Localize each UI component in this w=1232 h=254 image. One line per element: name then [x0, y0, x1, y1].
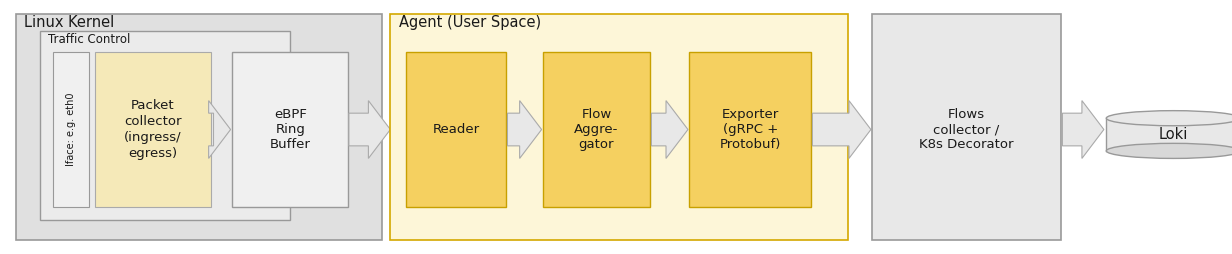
Bar: [41, 31, 291, 220]
Bar: [1106, 118, 1232, 151]
Polygon shape: [812, 101, 871, 158]
Bar: [95, 52, 211, 208]
Bar: [543, 52, 650, 208]
Text: eBPF
Ring
Buffer: eBPF Ring Buffer: [270, 108, 310, 151]
Bar: [232, 52, 347, 208]
Bar: [53, 52, 89, 208]
Text: Packet
collector
(ingress/
egress): Packet collector (ingress/ egress): [123, 99, 181, 160]
Polygon shape: [508, 101, 542, 158]
Text: Linux Kernel: Linux Kernel: [25, 15, 115, 30]
Text: Reader: Reader: [432, 123, 479, 136]
Polygon shape: [208, 101, 230, 158]
Bar: [391, 14, 848, 240]
Bar: [872, 14, 1061, 240]
Ellipse shape: [1106, 143, 1232, 158]
Text: Exporter
(gRPC +
Protobuf): Exporter (gRPC + Protobuf): [719, 108, 781, 151]
Polygon shape: [1062, 101, 1104, 158]
Text: Agent (User Space): Agent (User Space): [399, 15, 541, 30]
Text: Flow
Aggre-
gator: Flow Aggre- gator: [574, 108, 618, 151]
Text: Traffic Control: Traffic Control: [48, 33, 131, 46]
Polygon shape: [349, 101, 391, 158]
Bar: [16, 14, 382, 240]
Ellipse shape: [1106, 111, 1232, 126]
Polygon shape: [652, 101, 687, 158]
Bar: [407, 52, 506, 208]
Bar: [689, 52, 811, 208]
Text: Loki: Loki: [1159, 127, 1188, 142]
Text: Flows
collector /
K8s Decorator: Flows collector / K8s Decorator: [919, 108, 1013, 151]
Text: Iface: e.g. eth0: Iface: e.g. eth0: [65, 93, 76, 166]
